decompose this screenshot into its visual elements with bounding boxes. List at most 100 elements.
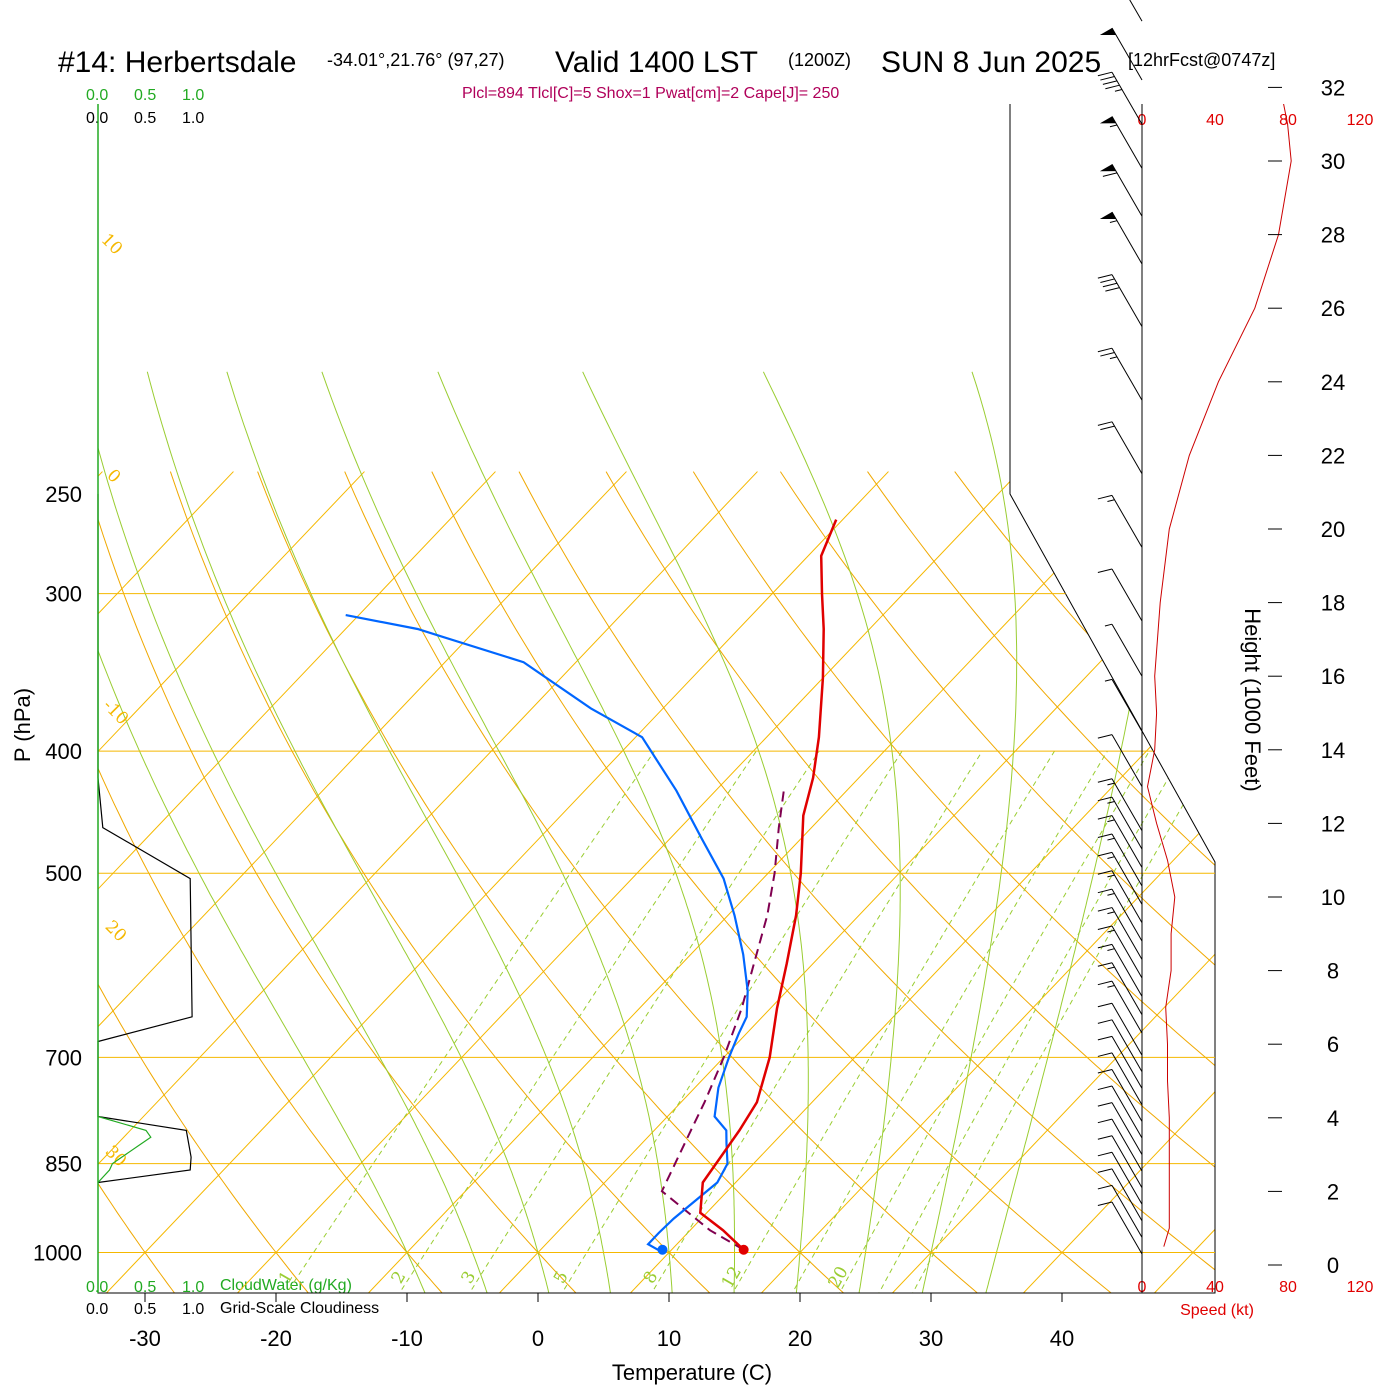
wind-barb: [1097, 421, 1143, 475]
wind-barb-staff: [1111, 1019, 1143, 1073]
wind-barb-staff: [1111, 833, 1143, 887]
wind-barb: [1097, 1168, 1143, 1222]
wind-barb: [1097, 1002, 1143, 1056]
temperature-trace: [698, 519, 838, 1251]
wind-barb-full: [1097, 274, 1113, 279]
temperature-tick-label: -20: [260, 1326, 292, 1351]
wind-barb-full: [1097, 1052, 1113, 1057]
wind-barb: [1097, 1102, 1143, 1155]
wind-barb-staff: [1111, 1152, 1143, 1205]
dry-adiabat-line: [98, 471, 458, 1293]
wind-barb-full: [1097, 796, 1113, 802]
y-axis-label: P (hPa): [10, 688, 35, 762]
wind-barb-staff: [1111, 495, 1143, 548]
mixing-ratio-line: [785, 750, 1108, 1293]
wind-barb: [1097, 1201, 1143, 1255]
wind-barb-full: [1097, 1201, 1113, 1206]
moist-adiabat-line: [321, 371, 674, 1293]
wind-barb-staff: [1111, 796, 1143, 850]
height-tick-label: 6: [1327, 1032, 1339, 1057]
mixing-ratio-line: [554, 750, 903, 1293]
wind-barb-staff: [1111, 1168, 1143, 1222]
wind-barb: [1097, 888, 1143, 942]
wind-barb-half: [1104, 678, 1113, 682]
isotherm-line: [98, 471, 234, 1293]
height-tick-label: 0: [1327, 1253, 1339, 1278]
wind-barb-staff: [1111, 421, 1143, 475]
wind-barb: [1097, 568, 1143, 622]
height-tick-label: 2: [1327, 1179, 1339, 1204]
wind-barb: [1097, 1085, 1143, 1139]
isotherm-line: [98, 471, 496, 1293]
wind-barb: [1097, 347, 1143, 401]
wind-barb: [1097, 1052, 1143, 1106]
title-utc: (1200Z): [788, 50, 851, 70]
wind-barb-full: [1105, 287, 1120, 292]
moist-adiabat-line: [98, 371, 433, 1293]
isotherm-line: [1002, 471, 1215, 1293]
wind-barb-staff: [1129, 0, 1143, 22]
wind-barb-full: [1097, 568, 1113, 574]
wind-barb-flag: [1099, 212, 1116, 220]
wind-barb-full: [1097, 1035, 1113, 1041]
wind-barb-staff: [1111, 1201, 1143, 1255]
wind-barb-full: [1097, 907, 1113, 912]
wind-barb-staff: [1111, 623, 1143, 677]
wind-barb-half: [1107, 856, 1115, 859]
wind-barb-staff: [1111, 1036, 1143, 1089]
wind-barb-full: [1097, 778, 1113, 783]
mixing-ratio-line: [461, 750, 820, 1293]
mixing-ratio-line: [644, 750, 983, 1293]
wind-barb-half: [1107, 893, 1115, 896]
isotherm-line: [347, 471, 1151, 1293]
dry-adiabat-line: [518, 471, 1215, 1293]
isotherm-line: [98, 471, 758, 1293]
wind-barb-half: [1109, 124, 1118, 128]
wind-barb-half: [1107, 985, 1115, 988]
temperature-tick-label: 20: [788, 1326, 812, 1351]
wind-barb-half: [1107, 948, 1115, 951]
wind-barb-half: [1109, 220, 1118, 223]
wind-barb-staff: [1111, 1185, 1143, 1238]
wind-barb-staff: [1111, 116, 1143, 169]
cloud-scale-bottom: 0.0 0.5 1.0 CloudWater (g/Kg) 0.0 0.5 1.…: [86, 1277, 379, 1318]
wind-barb-full: [1100, 76, 1115, 81]
wind-barb-full: [1097, 494, 1113, 500]
moist-adiabat-line: [98, 371, 493, 1293]
wind-barb: [1097, 815, 1143, 868]
cloud-scale-top-black-1: 0.5: [134, 110, 156, 127]
wind-barb: [1104, 678, 1143, 732]
isotherm-line: [98, 471, 627, 1293]
wind-barb: [1097, 980, 1143, 1034]
wind-barb-full: [1102, 172, 1118, 177]
wind-barb-staff: [1111, 1085, 1143, 1139]
wind-barb: [1097, 907, 1143, 960]
dry-adiabat-line: [98, 471, 593, 1293]
wind-barb-staff: [1111, 71, 1143, 125]
wind-barb: [1097, 274, 1143, 327]
wind-barb-flag: [1099, 164, 1116, 172]
wind-barb-full: [1097, 833, 1113, 838]
wind-barb-full: [1097, 734, 1113, 739]
dry-adiabat-line: [98, 471, 323, 1293]
pressure-tick-label: 850: [45, 1152, 82, 1177]
wind-barb-staff: [1111, 1118, 1143, 1172]
wind-barb: [1097, 1035, 1143, 1089]
x-axis-label: Temperature (C): [612, 1360, 772, 1385]
height-tick-label: 32: [1321, 75, 1345, 100]
wind-barb-full: [1097, 925, 1113, 930]
pressure-tick-label: 700: [45, 1045, 82, 1070]
wind-barb-flag: [1099, 116, 1116, 124]
wind-barb-staff: [1111, 778, 1143, 832]
wind-barb-half: [1107, 929, 1115, 933]
wind-barb-staff: [1111, 347, 1143, 401]
height-tick-label: 10: [1321, 885, 1345, 910]
wind-barb-staff: [1111, 980, 1143, 1034]
wind-barb: [1097, 1118, 1143, 1172]
temperature-tick-label: -30: [129, 1326, 161, 1351]
wind-barb-half: [1104, 623, 1113, 627]
cloud-scale-top-black-0: 0.0: [86, 110, 108, 127]
wind-speed-group: [1146, 104, 1292, 1247]
isotherm-line: [216, 471, 1020, 1293]
